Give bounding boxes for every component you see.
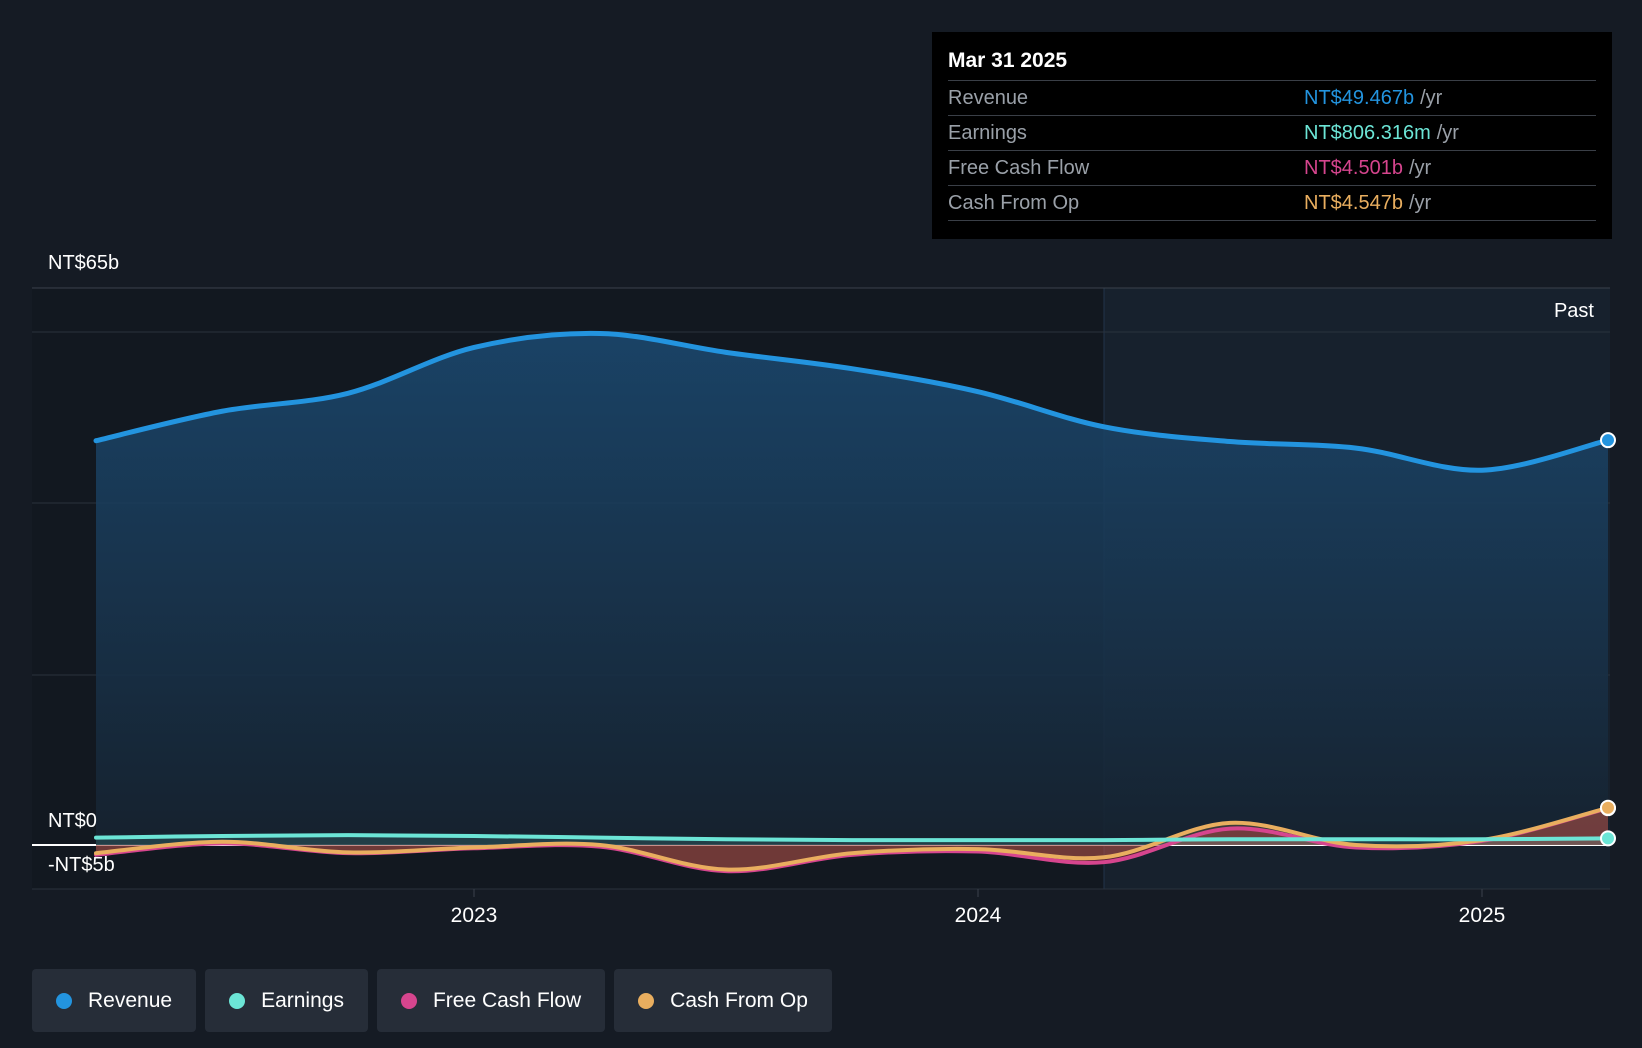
- x-tick-label: 2023: [451, 904, 498, 927]
- series-lines: [93, 330, 1611, 874]
- x-axis: 2023 2024 2025: [451, 889, 1506, 927]
- tooltip-label: Free Cash Flow: [948, 157, 1090, 179]
- past-label: Past: [1553, 300, 1594, 322]
- tooltip-row-free-cash-flow: Free Cash Flow NT$4.501b /yr: [948, 150, 1596, 185]
- y-tick-label-top: NT$65b: [48, 252, 120, 274]
- tooltip: Mar 31 2025 Revenue NT$49.467b /yr Earni…: [932, 32, 1612, 239]
- legend: Revenue Earnings Free Cash Flow Cash Fro…: [32, 969, 832, 1032]
- legend-label: Cash From Op: [670, 988, 808, 1012]
- tooltip-row-earnings: Earnings NT$806.316m /yr: [948, 115, 1596, 150]
- legend-dot-icon: [400, 992, 417, 1009]
- series-end-markers: [1600, 432, 1616, 847]
- legend-item-revenue[interactable]: Revenue: [32, 969, 197, 1032]
- tooltip-value: NT$4.547b: [1304, 192, 1403, 214]
- legend-dot-icon: [638, 992, 655, 1009]
- revenue-end-point: [1600, 432, 1616, 449]
- legend-label: Revenue: [88, 988, 173, 1012]
- cash-from-op-end-point: [1600, 799, 1616, 816]
- tooltip-value: NT$806.316m: [1304, 122, 1431, 144]
- earnings-end-point: [1600, 830, 1616, 847]
- tooltip-label: Cash From Op: [948, 192, 1080, 214]
- legend-label: Earnings: [261, 988, 344, 1012]
- legend-item-free-cash-flow[interactable]: Free Cash Flow: [376, 969, 606, 1032]
- tooltip-row-revenue: Revenue NT$49.467b /yr: [948, 80, 1596, 115]
- x-tick-label: 2025: [1459, 904, 1506, 927]
- cash-from-op-line: [94, 805, 1610, 872]
- y-tick-label-zero: NT$0: [48, 810, 97, 832]
- revenue-area: [96, 333, 1608, 845]
- x-tick-label: 2024: [955, 904, 1002, 927]
- legend-item-earnings[interactable]: Earnings: [205, 969, 368, 1032]
- legend-dot-icon: [56, 992, 72, 1009]
- tooltip-label: Earnings: [948, 122, 1027, 144]
- tooltip-label: Revenue: [948, 87, 1029, 109]
- tooltip-date: Mar 31 2025: [948, 49, 1068, 72]
- tooltip-unit: /yr: [1436, 122, 1459, 144]
- legend-dot-icon: [229, 992, 246, 1009]
- tooltip-unit: /yr: [1408, 192, 1432, 214]
- legend-label: Free Cash Flow: [432, 988, 582, 1012]
- tooltip-unit: /yr: [1408, 157, 1432, 179]
- tooltip-row-cash-from-op: Cash From Op NT$4.547b /yr: [948, 185, 1596, 221]
- earnings-line: [94, 833, 1610, 843]
- y-tick-label-bottom: -NT$5b: [48, 854, 115, 876]
- tooltip-value: NT$4.501b: [1304, 157, 1403, 179]
- tooltip-unit: /yr: [1420, 87, 1443, 109]
- tooltip-value: NT$49.467b: [1304, 87, 1415, 109]
- revenue-line: [93, 330, 1611, 473]
- legend-item-cash-from-op[interactable]: Cash From Op: [614, 969, 832, 1032]
